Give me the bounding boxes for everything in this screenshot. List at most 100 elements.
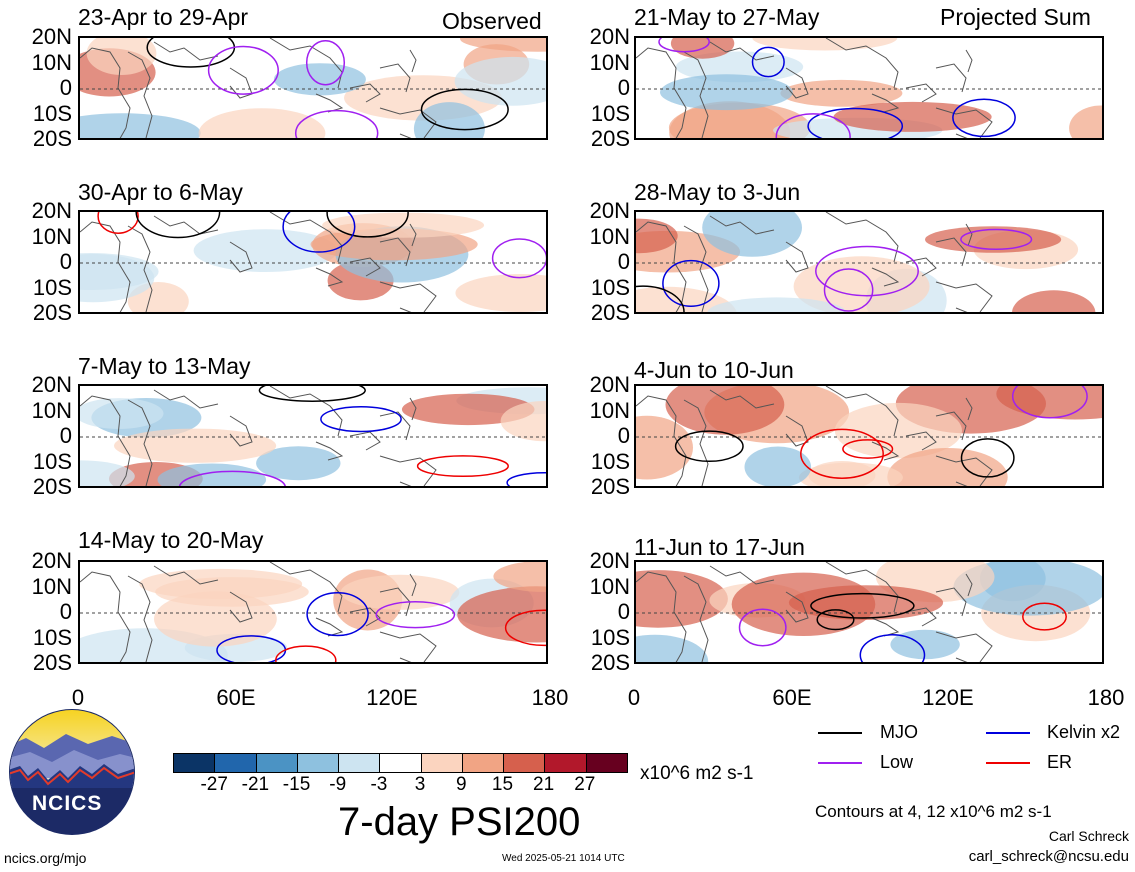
anomaly-map	[80, 562, 546, 662]
colorbar-swatch	[461, 754, 504, 772]
lat-label: 0	[617, 599, 630, 624]
projected-period-1: 21-May to 27-May	[634, 4, 820, 30]
colorbar-swatch	[214, 754, 256, 772]
anomaly-map	[636, 562, 1102, 662]
colorbar-units: x10^6 m2 s-1	[640, 763, 754, 784]
timestamp: Wed 2025-05-21 1014 UTC	[502, 853, 625, 864]
ncics-logo	[9, 709, 135, 835]
legend-label-er: ER	[1047, 752, 1073, 772]
lat-label: 0	[59, 423, 72, 448]
map-panel-observed-1	[78, 36, 548, 140]
colorbar-tick-label: -15	[282, 774, 311, 795]
legend-label-mjo: MJO	[880, 722, 918, 742]
lat-label: 20S	[32, 474, 72, 499]
legend-label-kelvin: Kelvin x2	[1047, 722, 1121, 742]
colorbar-swatch	[379, 754, 421, 772]
map-panel-projected-1	[634, 36, 1104, 140]
projected-period-2: 28-May to 3-Jun	[634, 179, 801, 205]
colorbar-tick-label: -9	[329, 774, 347, 795]
logo-text: NCICS	[32, 792, 103, 815]
lat-label: 20S	[590, 300, 630, 325]
lat-label: 10S	[32, 100, 72, 126]
legend-line-er	[986, 762, 1030, 764]
lat-label: 20N	[589, 198, 630, 223]
map-panel-projected-4	[634, 560, 1104, 664]
legend-line-kelvin	[986, 732, 1030, 734]
observed-period-2: 30-Apr to 6-May	[78, 179, 243, 205]
lat-label: 0	[59, 249, 72, 274]
anomaly-map	[636, 38, 1102, 138]
lat-label: 20S	[32, 300, 72, 325]
lat-label: 20N	[31, 24, 72, 49]
colorbar-tick-label: 15	[491, 774, 514, 795]
anomaly-map	[636, 212, 1102, 312]
lat-label: 10N	[589, 573, 630, 599]
colorbar-swatch	[255, 754, 297, 772]
colorbar-swatch	[544, 754, 586, 772]
lat-label: 20S	[32, 126, 72, 151]
lat-label: 10S	[32, 624, 72, 650]
lat-label: 20S	[32, 650, 72, 675]
colorbar-tick-label: -27	[200, 774, 228, 795]
observed-period-4: 14-May to 20-May	[78, 527, 264, 553]
lat-label: 20N	[31, 198, 72, 223]
colorbar-swatch	[338, 754, 380, 772]
author-email[interactable]: carl_schreck@ncsu.edu	[968, 848, 1129, 865]
map-panel-projected-2	[634, 210, 1104, 314]
lat-label: 10N	[31, 573, 72, 599]
anomaly-map	[80, 212, 546, 312]
lat-label: 0	[617, 75, 630, 100]
lat-label: 10S	[32, 274, 72, 300]
lat-label: 20S	[590, 474, 630, 499]
colorbar-tick-label: 27	[574, 774, 596, 795]
colorbar-tick-label: 21	[533, 774, 555, 795]
lat-label: 10N	[589, 397, 630, 423]
lat-label: 0	[617, 423, 630, 448]
projected-period-4: 11-Jun to 17-Jun	[634, 534, 805, 560]
author: Carl Schreck	[1048, 828, 1129, 844]
lat-label: 20S	[590, 126, 630, 151]
lat-label: 10S	[590, 448, 630, 474]
lat-label: 10S	[590, 100, 630, 126]
lat-label: 10S	[590, 274, 630, 300]
lat-label: 20S	[590, 650, 630, 675]
lat-label: 0	[59, 75, 72, 100]
lat-label: 10N	[589, 223, 630, 249]
lat-label: 20N	[589, 372, 630, 397]
colorbar-swatch	[174, 754, 215, 772]
legend-label-low: Low	[880, 752, 914, 772]
lat-label: 20N	[31, 372, 72, 397]
projected-header: Projected Sum	[940, 4, 1091, 30]
contour-note: Contours at 4, 12 x10^6 m2 s-1	[815, 802, 1052, 821]
colorbar-swatch	[296, 754, 339, 772]
map-panel-observed-4	[78, 560, 548, 664]
lat-label: 10N	[31, 49, 72, 75]
lat-label: 20N	[589, 548, 630, 573]
map-panel-projected-3	[634, 384, 1104, 488]
lat-label: 10S	[590, 624, 630, 650]
lon-label-left-180: 180	[531, 685, 569, 710]
lon-label-right-60e: 60E	[772, 685, 812, 710]
colorbar-tick-label: 3	[414, 774, 426, 795]
lat-label: 10N	[31, 223, 72, 249]
lat-label: 10N	[589, 49, 630, 75]
lat-label: 10S	[32, 448, 72, 474]
colorbar-swatch	[585, 754, 627, 772]
legend-line-low	[818, 762, 862, 764]
lat-label: 20N	[31, 548, 72, 573]
colorbar-swatch	[503, 754, 545, 772]
chart-title: 7-day PSI200	[338, 800, 581, 844]
projected-period-3: 4-Jun to 10-Jun	[634, 357, 794, 383]
site-url[interactable]: ncics.org/mjo	[4, 850, 87, 866]
map-panel-observed-2	[78, 210, 548, 314]
lat-label: 0	[617, 249, 630, 274]
colorbar	[173, 753, 628, 773]
anomaly-map	[80, 386, 546, 486]
lat-label: 0	[59, 599, 72, 624]
anomaly-map	[636, 386, 1102, 486]
map-panel-observed-3	[78, 384, 548, 488]
lat-label: 10N	[31, 397, 72, 423]
lat-label: 20N	[589, 24, 630, 49]
lon-label-left-60e: 60E	[216, 685, 256, 710]
lon-label-right-0: 0	[627, 685, 641, 710]
